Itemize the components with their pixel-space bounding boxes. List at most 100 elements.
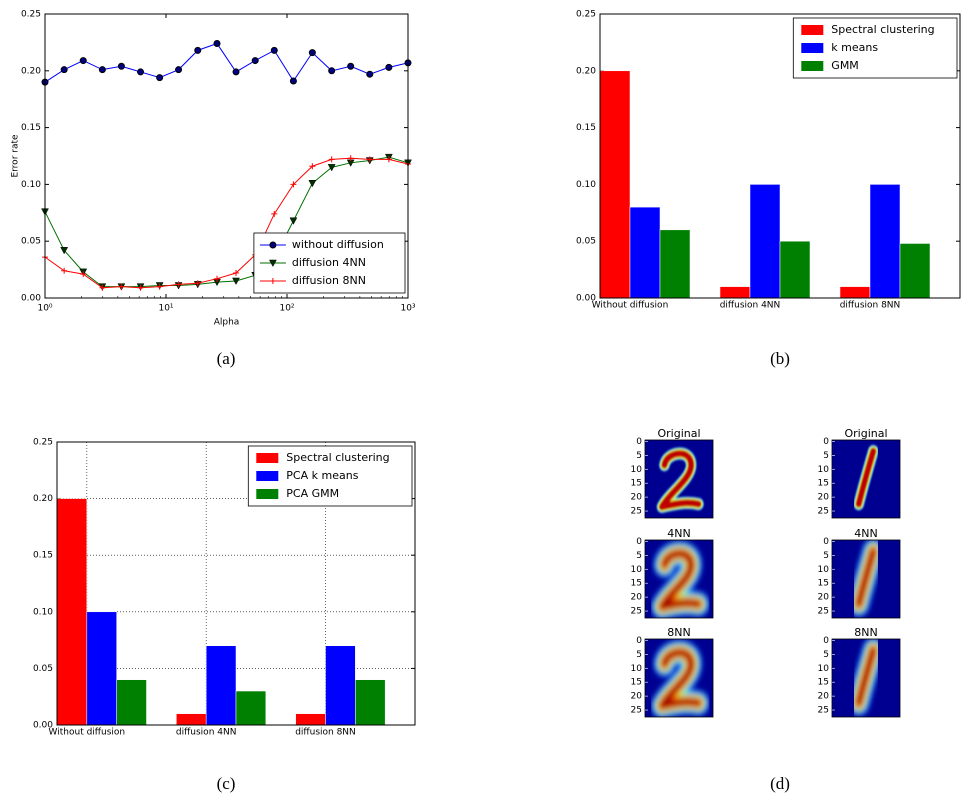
point xyxy=(60,66,68,74)
legend-swatch xyxy=(801,43,824,53)
point xyxy=(156,74,164,82)
series-line xyxy=(44,42,409,83)
y-tick-label: 0.10 xyxy=(33,607,53,617)
y-tick-label: 15 xyxy=(631,579,642,589)
digit xyxy=(847,639,885,716)
y-tick-label: 0.20 xyxy=(33,494,53,504)
y-tick-label: 5 xyxy=(636,650,642,660)
panel-title: Original xyxy=(657,427,700,440)
y-tick-label: 0.15 xyxy=(21,123,41,133)
image xyxy=(645,440,713,518)
panel-title: 4NN xyxy=(667,527,690,540)
y-tick-label: 10 xyxy=(631,664,643,674)
y-tick-label: 0 xyxy=(823,636,829,646)
point xyxy=(60,247,69,255)
legend-label: k means xyxy=(831,41,878,54)
point xyxy=(175,66,183,74)
digit xyxy=(651,541,710,618)
bar xyxy=(629,206,661,299)
point xyxy=(99,284,106,291)
point xyxy=(194,280,201,287)
digit-stroke xyxy=(658,449,702,511)
y-tick-label: 15 xyxy=(631,678,642,688)
y-tick-label: 25 xyxy=(631,507,642,517)
y-tick-label: 0 xyxy=(823,437,829,447)
y-tick-label: 0.05 xyxy=(576,237,596,247)
caption: (d) xyxy=(770,774,790,793)
y-tick-label: 0.00 xyxy=(576,294,596,304)
x-tick-label: Without diffusion xyxy=(592,301,669,311)
image-frame xyxy=(644,539,714,619)
x-tick-label: diffusion 8NN xyxy=(840,301,901,311)
legend-label: Spectral clustering xyxy=(831,23,934,36)
point xyxy=(251,57,259,65)
x-tick-label: diffusion 8NN xyxy=(295,728,356,738)
y-tick-label: 15 xyxy=(818,579,829,589)
y-tick-label: 20 xyxy=(818,493,830,503)
point xyxy=(80,271,87,278)
y-tick-label: 0.15 xyxy=(576,123,596,133)
bar xyxy=(599,70,631,299)
point xyxy=(156,283,163,290)
x-tick-label: diffusion 4NN xyxy=(176,728,237,738)
legend-label: PCA k means xyxy=(286,469,358,482)
point xyxy=(117,62,125,70)
y-tick-label: 15 xyxy=(818,479,829,489)
x-tick-label: diffusion 4NN xyxy=(720,301,781,311)
y-tick-label: 0.20 xyxy=(21,66,41,76)
panel-title: 8NN xyxy=(854,626,877,639)
legend-swatch xyxy=(256,471,279,481)
bar xyxy=(176,713,207,726)
bar xyxy=(839,286,871,299)
x-tick-label: 10² xyxy=(279,304,294,314)
point xyxy=(289,217,298,225)
image-frame xyxy=(644,638,714,718)
bar xyxy=(869,184,901,299)
y-tick-label: 0.20 xyxy=(576,66,596,76)
y-tick-label: 10 xyxy=(631,465,643,475)
image xyxy=(832,639,900,717)
bar xyxy=(719,286,751,299)
bar xyxy=(56,498,88,726)
legend-swatch xyxy=(801,25,824,35)
legend-marker xyxy=(269,241,277,249)
caption: (b) xyxy=(770,349,790,368)
digit-stroke xyxy=(659,649,702,710)
point xyxy=(118,283,125,290)
point xyxy=(347,155,354,162)
legend-label: Spectral clustering xyxy=(286,451,389,464)
y-tick-label: 0.00 xyxy=(33,721,53,731)
legend-marker xyxy=(268,259,277,268)
bar xyxy=(779,240,811,299)
y-tick-label: 10 xyxy=(631,565,643,575)
caption: (a) xyxy=(217,349,236,368)
y-tick-label: 25 xyxy=(818,706,829,716)
bar xyxy=(749,184,781,299)
point xyxy=(385,156,392,163)
plot-frame xyxy=(44,13,409,299)
point xyxy=(137,68,145,76)
digit xyxy=(847,540,885,617)
point xyxy=(270,46,278,54)
panel-title: 8NN xyxy=(667,626,690,639)
y-tick-label: 0 xyxy=(823,537,829,547)
point xyxy=(308,180,317,188)
legend-swatch xyxy=(801,61,824,71)
point xyxy=(308,49,316,57)
point xyxy=(328,156,335,163)
legend-label: without diffusion xyxy=(292,238,384,251)
image xyxy=(832,540,900,618)
point xyxy=(175,281,182,288)
y-tick-label: 20 xyxy=(631,692,643,702)
point xyxy=(137,284,144,291)
y-tick-label: 20 xyxy=(818,692,830,702)
bar xyxy=(295,713,326,726)
digit-stroke xyxy=(659,550,702,611)
point xyxy=(61,267,68,274)
y-tick-label: 25 xyxy=(818,607,829,617)
digit-stroke xyxy=(855,447,877,508)
y-tick-label: 5 xyxy=(636,551,642,561)
y-tick-label: 0.10 xyxy=(21,180,41,190)
y-tick-label: 5 xyxy=(636,451,642,461)
